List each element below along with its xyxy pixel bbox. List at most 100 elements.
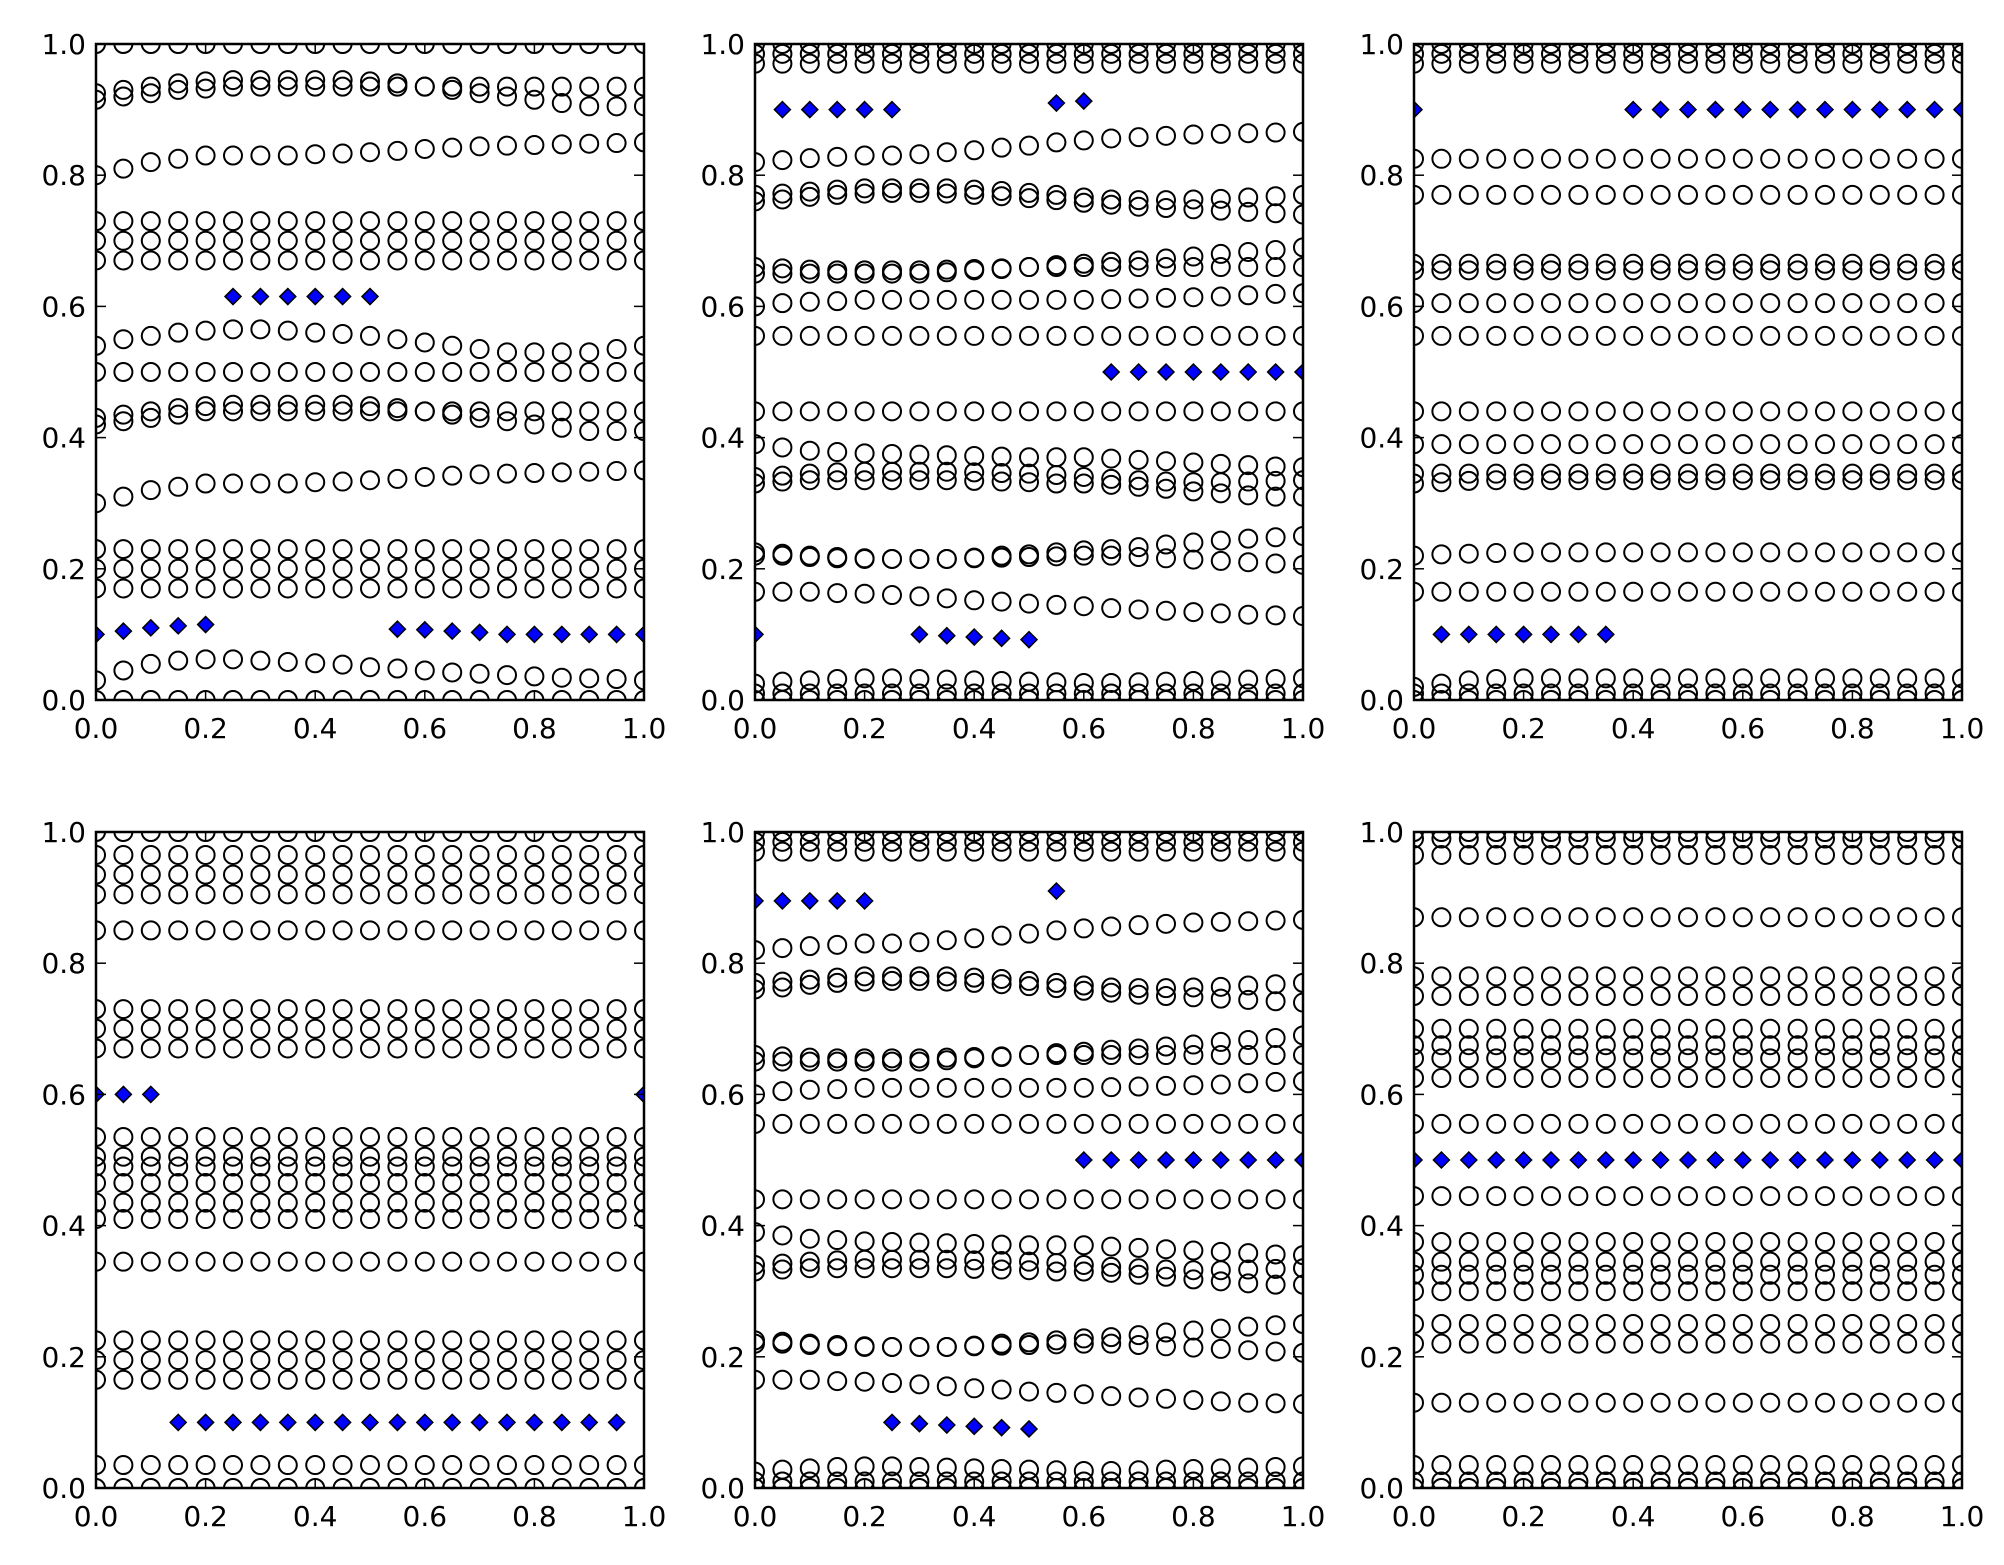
diamond-point: [443, 622, 462, 641]
ring-point: [387, 558, 408, 579]
ring-point: [1869, 1068, 1890, 1088]
ring-point: [305, 1172, 326, 1193]
ring-point: [1541, 683, 1561, 701]
ring-point: [936, 325, 957, 346]
ring-point: [113, 411, 134, 432]
ring-point: [991, 1335, 1012, 1356]
ring-point: [1787, 463, 1808, 484]
ring-point: [1101, 916, 1122, 937]
subplot-6: 0.0 0.2 0.4 0.6 0.8 1.00.00.20.40.60.81.0: [1359, 816, 1984, 1533]
x-tick-label: 0.8: [1171, 1500, 1216, 1533]
x-tick-label: 0.0: [74, 712, 119, 745]
ring-point: [1650, 1314, 1671, 1334]
ring-point: [1760, 253, 1781, 274]
ring-point: [1183, 1113, 1204, 1134]
ring-point: [1842, 668, 1863, 689]
ring-point: [305, 401, 326, 422]
ring-point: [551, 1172, 572, 1193]
ring-point: [827, 470, 848, 491]
ring-point: [1705, 1471, 1726, 1489]
ring-point: [964, 1471, 985, 1489]
ring-point: [140, 1251, 161, 1272]
ring-point: [1156, 1113, 1176, 1134]
ring-point: [1595, 1018, 1616, 1039]
ring-point: [1924, 668, 1945, 689]
ring-point: [772, 1189, 793, 1210]
ring-point: [1705, 668, 1726, 689]
ring-point: [1897, 1232, 1918, 1252]
ring-point: [1431, 434, 1452, 455]
ring-point: [1046, 978, 1067, 999]
ring-point: [305, 864, 326, 885]
ring-point: [1787, 1186, 1808, 1207]
ring-point: [1924, 1068, 1945, 1088]
ring-point: [1101, 1327, 1122, 1348]
ring-point: [1842, 325, 1863, 346]
ring-point: [332, 250, 353, 271]
ring-point: [1595, 966, 1616, 987]
ring-point: [1568, 1186, 1589, 1207]
diamond-point: [1514, 1150, 1533, 1170]
ring-point: [1431, 1333, 1452, 1354]
ring-point: [1238, 401, 1259, 422]
ring-point: [854, 1456, 875, 1477]
ring-point: [991, 1077, 1012, 1098]
ring-point: [1183, 1240, 1204, 1261]
ring-point: [305, 472, 326, 493]
ring-point: [1869, 986, 1890, 1006]
diamond-point: [1019, 1419, 1039, 1439]
ring-point: [332, 1251, 353, 1272]
ring-point: [1073, 683, 1094, 701]
ring-point: [1541, 966, 1561, 987]
ring-point: [964, 590, 985, 611]
ring-point: [332, 654, 353, 675]
ring-point: [113, 86, 134, 107]
ring-point: [1101, 289, 1122, 310]
ring-point: [1238, 471, 1259, 492]
ring-point: [277, 1251, 298, 1272]
ring-point: [1842, 1314, 1863, 1334]
ring-point: [1787, 1018, 1808, 1039]
diamond-point: [525, 625, 544, 644]
ring-point: [1046, 1189, 1067, 1210]
ring-point: [1924, 844, 1945, 865]
ring-point: [1513, 184, 1534, 205]
ring-point: [1869, 1333, 1890, 1354]
ring-point: [1458, 253, 1479, 274]
ring-point: [1541, 1392, 1561, 1413]
ring-point: [909, 1374, 930, 1395]
ring-point: [1650, 401, 1671, 422]
ring-point: [1732, 53, 1753, 74]
ring-point: [1541, 434, 1561, 455]
ring-point: [579, 230, 600, 251]
ring-point: [1238, 187, 1259, 208]
ring-point: [442, 230, 463, 251]
ring-point: [1787, 1471, 1808, 1489]
ring-point: [1924, 581, 1945, 602]
diamond-point: [1211, 362, 1230, 382]
ring-point: [799, 974, 820, 995]
ring-point: [1815, 1471, 1835, 1489]
ring-point: [1760, 1251, 1781, 1272]
ring-point: [1265, 683, 1286, 701]
ring-point: [277, 920, 298, 941]
ring-point: [579, 1172, 600, 1193]
ring-point: [1787, 1333, 1808, 1354]
ring-point: [1650, 463, 1671, 484]
ring-point: [360, 1455, 380, 1476]
ring-point: [1046, 401, 1067, 422]
ring-point: [799, 1113, 820, 1134]
ring-point: [1128, 1113, 1149, 1134]
ring-point: [1924, 1232, 1945, 1252]
ring-point: [305, 920, 326, 941]
ring-point: [854, 401, 875, 422]
ring-point: [113, 1455, 134, 1476]
ring-point: [1897, 1333, 1918, 1354]
ring-point: [1595, 148, 1616, 169]
ring-point: [1732, 581, 1753, 602]
ring-point: [414, 578, 435, 599]
ring-point: [854, 1077, 875, 1098]
ring-point: [1073, 1328, 1094, 1349]
ring-point: [524, 1156, 545, 1177]
ring-point: [799, 1189, 820, 1210]
